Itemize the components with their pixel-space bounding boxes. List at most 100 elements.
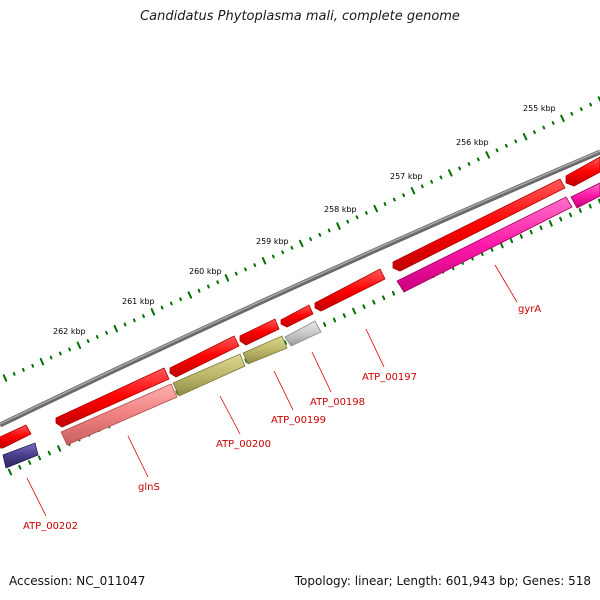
kbp-label: 262 kbp (53, 327, 86, 336)
gene-labels: gyrA ATP_00197 ATP_00198 ATP_00199 ATP_0… (23, 304, 541, 532)
cds-feature-ATP_00200 (172, 353, 246, 397)
kbp-label: 257 kbp (390, 172, 423, 181)
scale-tick (352, 307, 357, 315)
scale-tick (420, 184, 424, 189)
cds-feature-ATP_00199 (284, 320, 322, 347)
kbp-label: 260 kbp (189, 267, 222, 276)
scale-tick (179, 297, 182, 302)
kbp-label: 255 kbp (523, 104, 556, 113)
scale-tick (539, 225, 543, 231)
scale-tick (37, 455, 42, 461)
scale-tick (490, 247, 494, 252)
scale-tick (522, 133, 528, 141)
scale-tick (7, 468, 13, 476)
scale-tick (560, 114, 565, 123)
scale-tick (504, 143, 508, 148)
scale-tick (559, 216, 563, 222)
map-title: Candidatus Phytoplasma mali, complete ge… (140, 9, 460, 24)
scale-tick (372, 299, 376, 305)
scale-tick (570, 111, 574, 116)
scale-tick (234, 271, 238, 276)
scale-tick (588, 203, 592, 209)
scale-tick (47, 450, 51, 456)
gene-label-ATP_00199: ATP_00199 (271, 415, 326, 426)
scale-tick (2, 374, 8, 382)
scale-tick (28, 460, 32, 465)
scale-tick (123, 322, 127, 327)
scale-tick (402, 193, 406, 198)
scale-tick (132, 318, 136, 323)
scale-tick (529, 229, 533, 235)
scale-tick (499, 241, 504, 249)
scale-tick (299, 239, 304, 248)
scale-tick (589, 102, 593, 107)
kbp-label: 259 kbp (256, 237, 289, 246)
reverse-strand-features (2, 182, 600, 469)
scale-tick (519, 234, 523, 239)
scale-tick (383, 202, 387, 206)
cds-feature-ATP_00200 (242, 335, 288, 365)
kbp-scale-track (2, 96, 600, 382)
accession-text: Accession: NC_011047 (9, 574, 146, 588)
kbp-label: 258 kbp (324, 205, 357, 214)
scale-tick (224, 274, 230, 282)
cds-feature (565, 156, 600, 187)
scale-tick (485, 151, 490, 159)
scale-tick (160, 305, 164, 310)
scale-tick (58, 351, 62, 356)
cds-feature (392, 178, 566, 272)
scale-tick (150, 308, 156, 316)
scale-tick (392, 197, 396, 202)
scale-tick (49, 355, 53, 360)
scale-tick (430, 179, 434, 184)
scale-tick (169, 301, 173, 306)
scale-tick (187, 291, 193, 299)
scale-tick (578, 208, 582, 213)
gene-label-ATP_00200: ATP_00200 (216, 439, 271, 450)
cds-feature (55, 367, 170, 428)
cds-feature-gyrA (396, 196, 573, 293)
scale-tick (362, 304, 366, 309)
scale-tick (391, 290, 396, 296)
scale-tick (373, 204, 378, 213)
scale-tick (283, 340, 287, 345)
scale-tick (495, 148, 499, 153)
scale-tick (579, 107, 583, 112)
gene-label-glnS: glnS (138, 482, 160, 493)
kbp-label: 256 kbp (456, 138, 489, 147)
scale-tick (476, 157, 480, 162)
cds-feature-ATP_00202 (2, 442, 39, 469)
scale-tick (336, 222, 341, 230)
scale-tick (542, 125, 546, 130)
gene-label-ATP_00197: ATP_00197 (362, 372, 417, 383)
scale-tick (290, 245, 294, 250)
genome-summary-text: Topology: linear; Length: 601,943 bp; Ge… (294, 574, 591, 588)
scale-tick (261, 257, 267, 265)
gene-label-leaders (26, 264, 518, 517)
scale-tick (327, 228, 331, 233)
scale-tick (281, 250, 285, 255)
scale-tick (244, 358, 248, 363)
scale-tick (509, 238, 514, 244)
scale-tick (309, 237, 312, 242)
scale-tick (548, 220, 553, 227)
scale-tick (467, 162, 471, 166)
forward-strand-features (0, 156, 600, 449)
scale-tick (365, 211, 368, 215)
scale-tick (448, 169, 453, 177)
scale-tick (68, 347, 71, 352)
cds-feature (280, 304, 314, 328)
scale-tick (410, 187, 416, 195)
scale-tick (253, 263, 257, 267)
scale-tick (18, 464, 22, 470)
scale-tick (439, 175, 443, 180)
kbp-scale-labels: 255 kbp 256 kbp 257 kbp 258 kbp 259 kbp … (53, 104, 556, 336)
scale-tick (342, 313, 346, 318)
scale-tick (514, 139, 518, 144)
scale-tick (216, 280, 220, 285)
genome-backbone (0, 149, 600, 428)
scale-tick (31, 363, 35, 368)
scale-tick (76, 341, 82, 349)
scale-tick (551, 121, 555, 125)
